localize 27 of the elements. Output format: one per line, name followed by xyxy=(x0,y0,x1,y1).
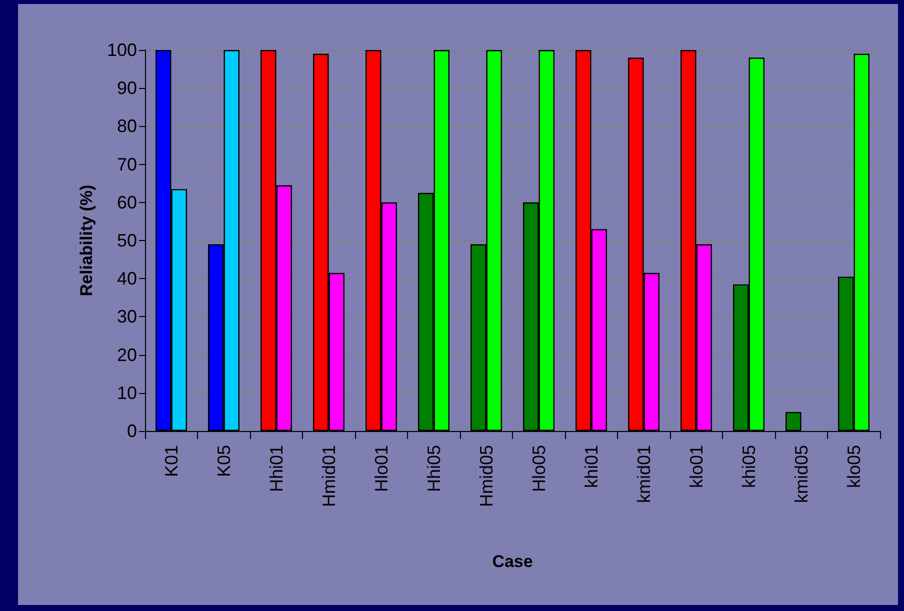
x-tick-label: Hhi05 xyxy=(424,445,444,492)
y-tick-label: 20 xyxy=(116,344,137,365)
x-axis-title: Case xyxy=(492,552,533,571)
x-tick-label: khi01 xyxy=(581,445,602,488)
y-tick-label: 50 xyxy=(116,230,137,250)
x-tick-label: kmid05 xyxy=(791,445,812,504)
x-tick-label: Hlo05 xyxy=(528,445,549,492)
x-tick-label: Hlo01 xyxy=(371,445,392,492)
y-tick-label: 80 xyxy=(116,116,137,136)
y-tick-label: 90 xyxy=(116,78,137,98)
y-tick-label: 0 xyxy=(126,421,137,441)
y-tick-label: 40 xyxy=(116,268,137,289)
x-tick-label: Hmid01 xyxy=(318,445,339,508)
x-tick-label: kmid01 xyxy=(634,445,654,504)
y-tick-label: 30 xyxy=(116,306,137,327)
x-tick-label: klo05 xyxy=(844,445,864,488)
x-tick-label: Hmid05 xyxy=(476,445,496,508)
y-tick-label: 70 xyxy=(116,154,137,174)
y-tick-label: 60 xyxy=(116,192,137,212)
y-axis-title: Reliability (%) xyxy=(77,184,96,296)
x-tick-label: khi05 xyxy=(738,445,759,488)
x-tick-label: K01 xyxy=(161,445,182,478)
y-tick-label: 10 xyxy=(116,382,137,403)
x-tick-label: K05 xyxy=(214,445,234,478)
x-tick-label: klo01 xyxy=(686,445,706,488)
x-tick-label: Hhi01 xyxy=(266,445,286,492)
y-tick-label: 100 xyxy=(106,40,137,60)
